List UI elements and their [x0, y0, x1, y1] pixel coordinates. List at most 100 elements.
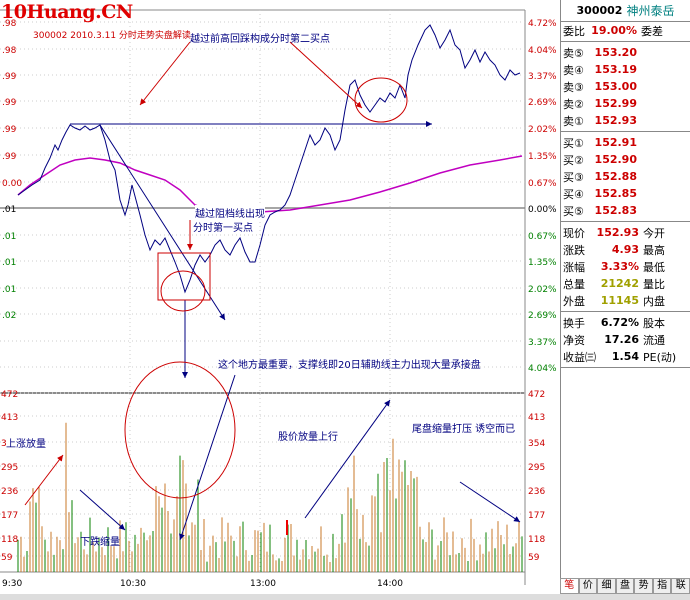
- order-price: 152.83: [594, 204, 637, 217]
- annotation-rise-volume: 上涨放量: [6, 435, 46, 450]
- tab-2[interactable]: 细: [597, 578, 616, 594]
- buy-orders: 买① 152.91 买② 152.90 买③ 152.88 买④ 152.85 买⑤ 152.83: [561, 134, 690, 219]
- order-label: 买①: [563, 136, 584, 150]
- order-price: 152.93: [594, 114, 637, 127]
- price-pct-label: 2.02%: [528, 125, 557, 135]
- price-label: .01: [2, 285, 16, 295]
- stats-block: 现价 152.93 今开 涨跌 4.93 最高 涨幅 3.33% 最低 总量 21242 量比 外盘 11…: [561, 224, 690, 309]
- volume-label: 472: [528, 390, 545, 400]
- volume-label: 413: [528, 413, 545, 423]
- sells-row: 卖① 152.93: [561, 112, 690, 129]
- rise-volume-arrow: [24, 454, 64, 506]
- stat-row: 涨幅 3.33% 最低: [561, 258, 690, 275]
- watermark: 10Huang.CN: [1, 1, 133, 23]
- sell-orders: 卖⑤ 153.20 卖④ 153.19 卖③ 153.00 卖② 152.99 卖① 152.93: [561, 44, 690, 129]
- buys-row: 买⑤ 152.83: [561, 202, 690, 219]
- intraday-chart[interactable]: 4.72% .98 4.04% .98 3.37% .99 2.69% .99 2.02% .99…: [0, 0, 560, 600]
- price-pct-label: 1.35%: [528, 258, 557, 268]
- volume-label-left: 59: [1, 553, 13, 563]
- stat-value: 1.54: [611, 350, 639, 363]
- weibi-row: 委比 19.00% 委差: [563, 24, 663, 38]
- annotation-break-resistance: 越过阻档线出现: [195, 205, 265, 220]
- order-price: 152.99: [594, 97, 637, 110]
- price-label: .01: [2, 205, 16, 215]
- support-volume-arrow: [179, 374, 236, 541]
- stat-row: 总量 21242 量比: [561, 275, 690, 292]
- quote-title: 300002 神州泰岳: [561, 0, 690, 22]
- stat-value: 3.33%: [600, 260, 639, 273]
- stat-value: 6.72%: [600, 316, 639, 329]
- order-label: 买⑤: [563, 204, 584, 218]
- volume-label-left: 472: [1, 390, 18, 400]
- tab-3[interactable]: 盘: [615, 578, 635, 594]
- stat-label: 涨幅: [563, 260, 585, 274]
- downtrend-arrow: [99, 124, 226, 321]
- price-label: .98: [2, 19, 17, 29]
- volume-label: 354: [528, 439, 545, 449]
- stat-label: 现价: [563, 226, 585, 240]
- order-price: 152.85: [594, 187, 637, 200]
- time-label: 13:00: [250, 579, 276, 589]
- stat-row: 收益㈢ 1.54 PE(动): [561, 348, 690, 365]
- first-buy-circle: [160, 270, 206, 312]
- price-label: .02: [2, 311, 16, 321]
- stat-value: 152.93: [596, 226, 639, 239]
- annotation-arrow-left: [139, 41, 191, 106]
- stat-value: 21242: [600, 277, 639, 290]
- order-price: 152.90: [594, 153, 637, 166]
- header-date: 2010.3.11: [70, 31, 117, 41]
- volume-label-left: 295: [1, 463, 18, 473]
- tab-4[interactable]: 势: [634, 578, 653, 594]
- tab-1[interactable]: 价: [578, 578, 598, 594]
- chart-canvas: 4.72% .98 4.04% .98 3.37% .99 2.69% .99 2.02% .99…: [0, 9, 558, 589]
- stat-label: 外盘: [563, 294, 585, 308]
- sells-row: 卖④ 153.19: [561, 61, 690, 78]
- time-label: 10:30: [120, 579, 146, 589]
- price-pct-label: 2.69%: [528, 98, 557, 108]
- buys-row: 买③ 152.88: [561, 168, 690, 185]
- support-volume-circle: [124, 361, 236, 499]
- price-label: .99: [2, 98, 17, 108]
- annotation-tail: 尾盘缩量打压 诱空而已: [412, 424, 516, 435]
- volume-label-left: 118: [1, 535, 18, 545]
- order-label: 卖③: [563, 80, 584, 94]
- stat-row: 换手 6.72% 股本: [561, 314, 690, 331]
- header-code: 300002: [33, 31, 68, 41]
- tab-6[interactable]: 联: [671, 578, 690, 594]
- stat-label-2: 内盘: [643, 294, 665, 308]
- stat-value: 17.26: [604, 333, 639, 346]
- sells-row: 卖⑤ 153.20: [561, 44, 690, 61]
- tab-5[interactable]: 指: [652, 578, 672, 594]
- buys-row: 买④ 152.85: [561, 185, 690, 202]
- time-label: 14:00: [377, 579, 403, 589]
- price-label: .99: [2, 72, 17, 82]
- price-label: .99: [2, 152, 17, 162]
- price-pct-label: 4.72%: [528, 19, 557, 29]
- volume-label-left: 413: [1, 413, 18, 423]
- stat-row: 净资 17.26 流通: [561, 331, 690, 348]
- stat-label-2: 最低: [643, 260, 665, 274]
- stat-label-2: 流通: [643, 333, 665, 347]
- stats-block-2: 换手 6.72% 股本 净资 17.26 流通 收益㈢ 1.54 PE(动): [561, 314, 690, 365]
- stat-row: 外盘 11145 内盘: [561, 292, 690, 309]
- order-label: 卖②: [563, 97, 584, 111]
- tail-arrow: [459, 481, 521, 523]
- price-label: .98: [2, 46, 17, 56]
- volume-bars: [17, 422, 523, 572]
- order-label: 卖④: [563, 63, 584, 77]
- stat-label: 总量: [563, 277, 585, 291]
- stat-label: 净资: [563, 333, 585, 347]
- tab-0[interactable]: 笔: [560, 578, 579, 594]
- stat-value: 4.93: [611, 243, 639, 256]
- price-pct-label: 4.04%: [528, 364, 557, 374]
- price-pct-label: 3.37%: [528, 72, 557, 82]
- buys-row: 买② 152.90: [561, 151, 690, 168]
- price-label: 0.00: [2, 179, 22, 189]
- annotation-arrow-right: [289, 41, 363, 109]
- volume-label-left: 236: [1, 487, 18, 497]
- stat-label-2: 最高: [643, 243, 665, 257]
- bottom-bar: [0, 594, 690, 600]
- stat-label: 涨跌: [563, 243, 585, 257]
- order-label: 买④: [563, 187, 584, 201]
- stat-label: 换手: [563, 316, 585, 330]
